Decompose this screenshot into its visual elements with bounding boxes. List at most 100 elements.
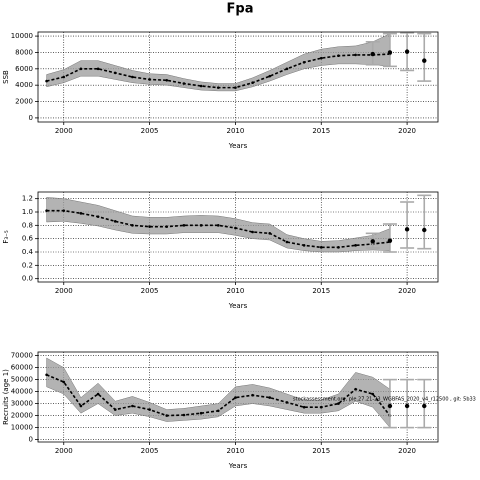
estimate-point	[268, 74, 272, 78]
plot-frame	[37, 351, 439, 443]
estimate-point	[165, 78, 169, 82]
estimate-point	[319, 56, 323, 60]
x-tick-label: 2020	[398, 447, 416, 455]
estimate-point	[302, 244, 306, 247]
y-tick-label: 1.0	[22, 208, 33, 216]
y-tick-label: 0	[29, 114, 33, 122]
forecast-point	[404, 49, 410, 54]
estimate-point	[285, 67, 289, 71]
estimate-point	[199, 411, 203, 415]
y-tick-label: 6000	[15, 65, 33, 73]
confidence-band	[46, 33, 391, 92]
y-tick-label: 30000	[11, 400, 33, 408]
x-tick-label: 2005	[141, 127, 159, 135]
estimate-point	[113, 220, 117, 223]
forecast-point	[387, 238, 393, 243]
y-tick-label: 0	[29, 436, 33, 444]
estimate-point	[182, 224, 186, 227]
estimate-point	[148, 78, 151, 81]
estimate-point	[62, 209, 66, 212]
estimate-point	[251, 230, 254, 234]
x-axis-label: Years	[228, 302, 248, 310]
estimate-point	[182, 413, 186, 417]
x-tick-label: 2020	[398, 287, 416, 295]
estimate-point	[113, 408, 117, 411]
estimate-point	[199, 84, 203, 88]
y-axis-label: F₃₋₅	[2, 230, 10, 244]
estimate-point	[79, 67, 83, 71]
estimate-point	[234, 396, 237, 399]
x-tick-label: 2015	[312, 447, 330, 455]
x-tick-label: 2010	[227, 447, 245, 455]
forecast-point	[422, 58, 427, 63]
x-tick-label: 2015	[312, 287, 330, 295]
estimate-point	[182, 82, 186, 85]
estimate-point	[285, 240, 289, 244]
estimate-point	[337, 402, 340, 405]
y-tick-label: 50000	[11, 376, 33, 384]
estimate-point	[131, 224, 134, 227]
y-tick-label: 2000	[15, 98, 33, 106]
estimate-point	[96, 67, 100, 71]
estimate-point	[131, 75, 134, 79]
x-tick-label: 2000	[55, 287, 73, 295]
estimate-point	[165, 414, 169, 417]
figure-title: Fpa	[227, 2, 254, 17]
estimate-point	[45, 79, 48, 83]
estimate-point	[96, 392, 100, 396]
y-axis-label: SSB	[2, 70, 10, 84]
estimate-point	[148, 225, 151, 228]
estimate-point	[148, 408, 151, 411]
plot-frame	[37, 191, 439, 283]
estimate-point	[354, 387, 357, 391]
estimate-point	[113, 71, 117, 75]
estimate-point	[216, 409, 220, 413]
y-tick-label: 0.4	[22, 248, 34, 256]
forecast-point	[404, 227, 410, 232]
forecast-point	[387, 403, 393, 409]
forecast-point	[370, 51, 375, 57]
estimate-point	[199, 224, 203, 227]
y-tick-label: 10000	[11, 32, 33, 40]
estimate-point	[251, 393, 254, 397]
x-axis-label: Years	[228, 462, 248, 470]
plot-frame	[37, 31, 439, 123]
forecast-point	[404, 403, 410, 409]
x-tick-label: 2010	[227, 287, 245, 295]
estimate-point	[337, 246, 340, 249]
estimate-line	[46, 209, 391, 249]
estimate-point	[354, 53, 357, 57]
estimate-point	[319, 405, 323, 409]
estimate-point	[371, 392, 375, 396]
estimate-point	[302, 60, 306, 64]
estimate-point	[62, 380, 66, 384]
x-tick-label: 2000	[55, 447, 73, 455]
estimate-point	[234, 226, 237, 230]
estimate-point	[79, 404, 83, 408]
x-tick-label: 2020	[398, 127, 416, 135]
forecast-point	[370, 239, 375, 244]
x-tick-label: 2010	[227, 127, 245, 135]
y-tick-label: 10000	[11, 424, 33, 432]
y-tick-label: 1.2	[22, 195, 33, 203]
estimate-point	[45, 209, 48, 212]
estimate-point	[319, 246, 323, 249]
estimate-point	[268, 396, 272, 399]
estimate-point	[131, 404, 134, 408]
estimate-point	[62, 75, 66, 79]
y-tick-label: 70000	[11, 352, 33, 360]
y-tick-label: 0.8	[22, 221, 33, 229]
y-tick-label: 20000	[11, 412, 33, 420]
y-tick-label: 0.2	[22, 261, 33, 269]
estimate-point	[337, 54, 340, 58]
y-axis-label: Recruits (age 1)	[2, 369, 10, 425]
y-tick-label: 8000	[15, 48, 33, 56]
estimate-point	[251, 81, 254, 85]
forecast-point	[387, 50, 393, 55]
y-tick-label: 4000	[15, 81, 33, 89]
estimate-point	[234, 86, 237, 89]
estimate-point	[45, 373, 48, 377]
estimate-point	[79, 212, 83, 215]
x-tick-label: 2005	[141, 447, 159, 455]
